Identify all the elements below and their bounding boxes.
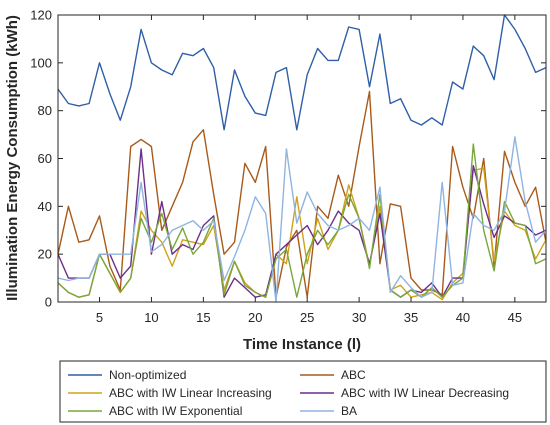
legend-label: Non-optimized <box>109 368 186 382</box>
legend-label: BA <box>341 404 357 418</box>
series-line-5 <box>57 143 547 298</box>
y-axis: 0 20 40 60 80 100 120 <box>30 8 546 310</box>
legend-label: ABC <box>341 368 366 382</box>
x-tick-label: 40 <box>456 310 470 325</box>
y-axis-title: Illumination Energy Consumption (kWh) <box>4 15 21 301</box>
legend-label: ABC with IW Exponential <box>109 404 242 418</box>
series-line-6 <box>57 136 547 303</box>
y-tick-label: 60 <box>38 151 52 166</box>
x-tick-label: 35 <box>404 310 418 325</box>
legend-label: ABC with IW Linear Increasing <box>109 386 272 400</box>
legend-box <box>59 360 547 423</box>
legend-label: ABC with IW Linear Decreasing <box>341 386 509 400</box>
x-tick-label: 5 <box>96 310 103 325</box>
x-tick-label: 20 <box>248 310 262 325</box>
y-tick-label: 120 <box>30 8 52 23</box>
x-tick-label: 25 <box>300 310 314 325</box>
x-tick-label: 15 <box>196 310 210 325</box>
legend: Non-optimized ABC ABC with IW Linear Incre… <box>59 360 547 423</box>
legend-items: Non-optimized ABC ABC with IW Linear Incre… <box>68 368 509 418</box>
series-line-1 <box>57 14 547 131</box>
x-tick-label: 30 <box>352 310 366 325</box>
y-tick-label: 100 <box>30 55 52 70</box>
y-tick-label: 80 <box>38 103 52 118</box>
y-tick-label: 20 <box>38 247 52 262</box>
y-tick-label: 0 <box>45 295 52 310</box>
series-layer <box>57 14 547 303</box>
y-tick-label: 40 <box>38 199 52 214</box>
x-tick-label: 10 <box>144 310 158 325</box>
x-axis-title: Time Instance (l) <box>243 336 361 353</box>
series-line-2 <box>57 90 547 298</box>
x-axis: 5 10 15 20 25 30 35 40 45 <box>96 15 522 325</box>
x-tick-label: 45 <box>508 310 522 325</box>
